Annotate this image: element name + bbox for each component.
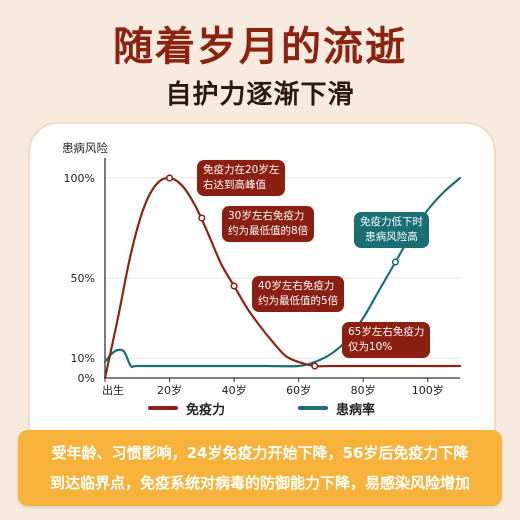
annotation-peak-line2: 右达到高峰值	[203, 179, 266, 191]
data-point-marker	[391, 258, 400, 266]
data-point-marker	[230, 282, 238, 290]
y-tick-label: 10%	[71, 352, 95, 365]
annotation-peak: 免疫力在20岁左 右达到高峰值	[197, 160, 286, 196]
annotation-30-line2: 约为最低值的8倍	[228, 225, 309, 237]
legend-immunity-swatch	[148, 406, 178, 410]
legend-immunity: 免疫力	[148, 398, 225, 418]
annotation-risk-line1: 免疫力低下时	[360, 216, 423, 228]
y-axis-label: 患病风险	[62, 141, 108, 155]
annotation-40-line2: 约为最低值的5倍	[258, 295, 339, 307]
annotation-65: 65岁左右免疫力 仅为10%	[342, 322, 431, 358]
annotation-30: 30岁左右免疫力 约为最低值的8倍	[222, 206, 315, 242]
annotation-65-line2: 仅为10%	[348, 341, 393, 353]
x-tick-label: 出生	[102, 383, 124, 397]
x-tick-label: 60岁	[286, 383, 311, 397]
legend-risk-label: 患病率	[336, 402, 376, 418]
headline: 随着岁月的流逝	[113, 24, 407, 70]
y-tick-label: 0%	[78, 372, 95, 385]
y-tick-label: 100%	[64, 172, 95, 185]
series-line-immunity	[103, 176, 462, 380]
x-tick-label: 40岁	[222, 383, 247, 397]
legend-immunity-label: 免疫力	[186, 402, 226, 418]
y-tick-label: 50%	[71, 272, 95, 285]
summary-line-1: 受年龄、习惯影响，24岁免疫力开始下降，56岁后免疫力下降	[51, 444, 469, 462]
summary-box: 受年龄、习惯影响，24岁免疫力开始下降，56岁后免疫力下降 到达临界点，免疫系统…	[18, 430, 502, 506]
annotation-40-line1: 40岁左右免疫力	[258, 280, 335, 292]
annotation-40: 40岁左右免疫力 约为最低值的5倍	[252, 276, 345, 312]
annotation-risk: 免疫力低下时 患病风险高	[354, 212, 429, 248]
annotation-65-line1: 65岁左右免疫力	[348, 326, 425, 338]
legend-risk-swatch	[298, 406, 328, 410]
x-tick-label: 20岁	[157, 383, 182, 397]
x-tick-label: 100岁	[412, 383, 444, 397]
annotation-30-line1: 30岁左右免疫力	[228, 210, 305, 222]
summary-text: 受年龄、习惯影响，24岁免疫力开始下降，56岁后免疫力下降 到达临界点，免疫系统…	[24, 438, 496, 498]
legend-risk: 患病率	[298, 398, 375, 418]
data-point-marker	[198, 214, 206, 222]
data-point-marker	[311, 362, 319, 370]
x-tick-label: 80岁	[351, 383, 376, 397]
data-point-marker	[165, 174, 174, 182]
annotation-peak-line1: 免疫力在20岁左	[203, 164, 280, 176]
subheadline: 自护力逐渐下滑	[165, 80, 355, 110]
annotation-risk-line2: 患病风险高	[365, 231, 418, 243]
summary-line-2: 到达临界点，免疫系统对病毒的防御能力下降，易感染风险增加	[49, 474, 470, 492]
